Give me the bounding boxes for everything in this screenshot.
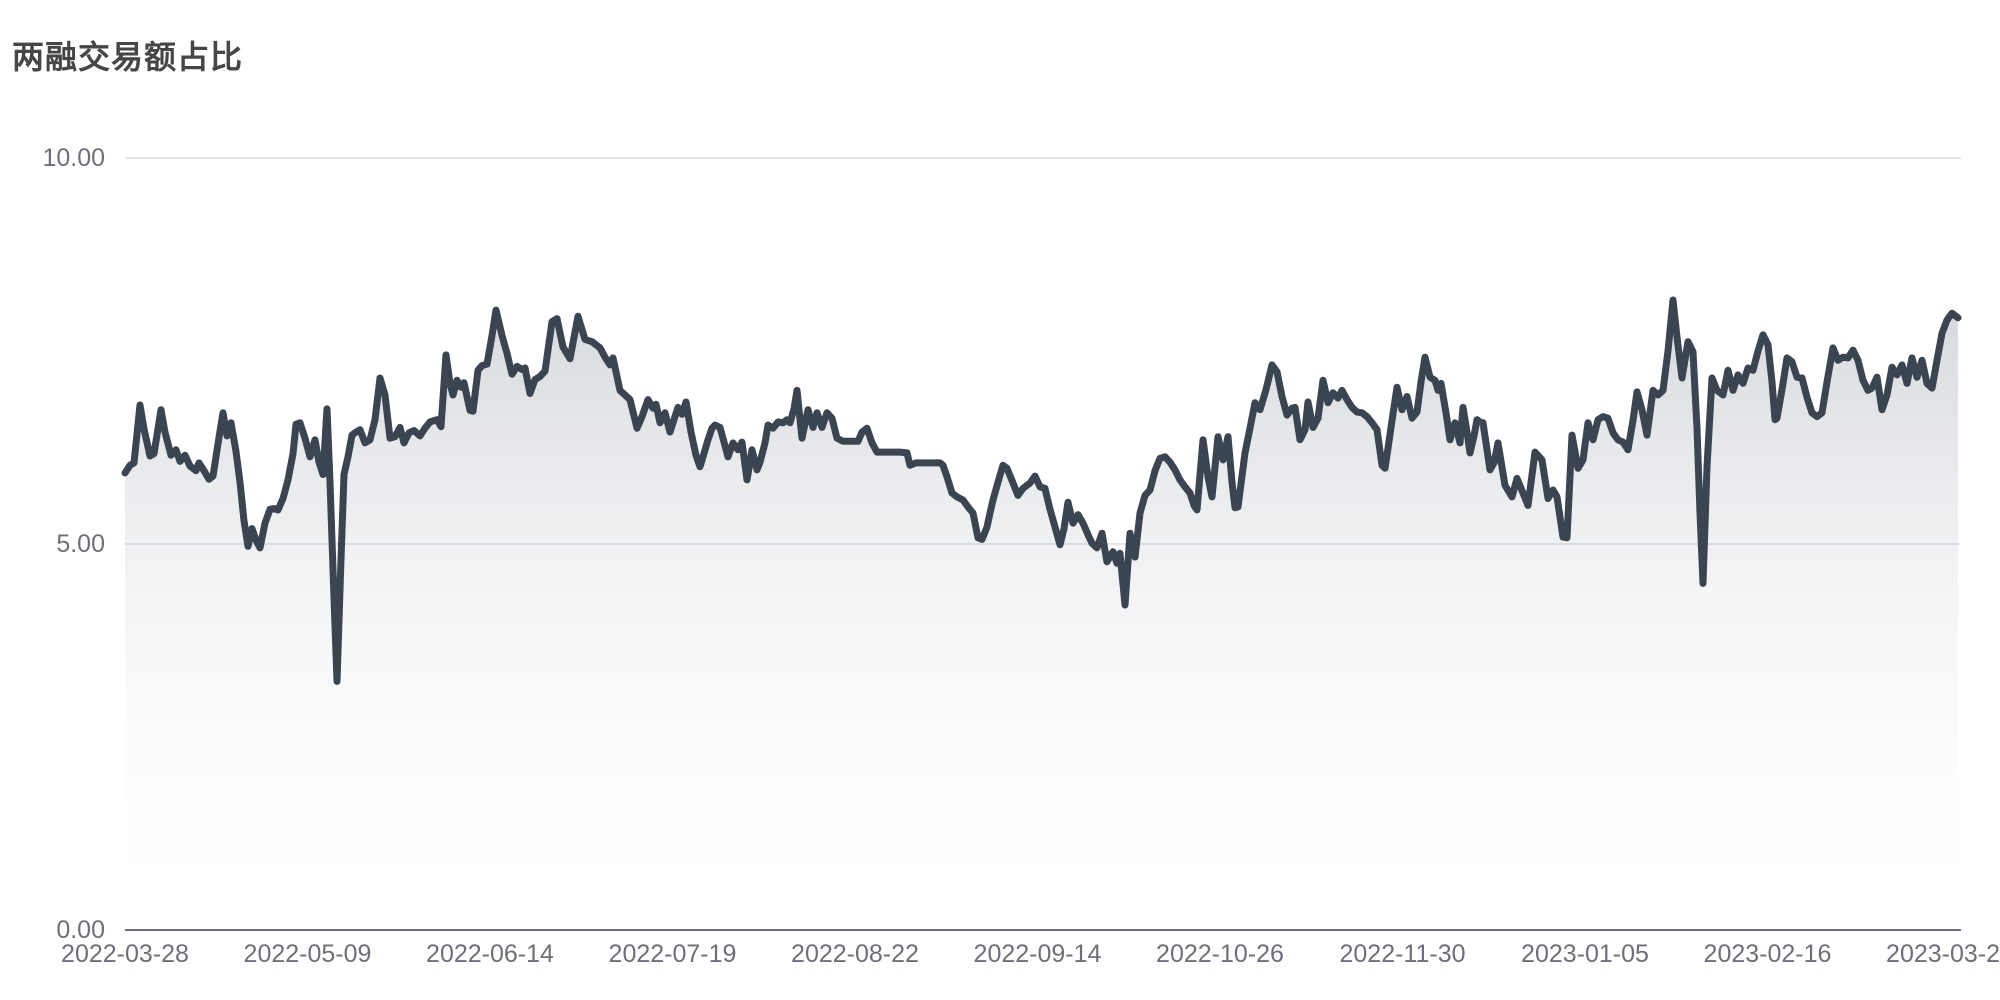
x-axis-labels: 2022-03-28 2022-05-09 2022-06-14 2022-07-19…	[61, 940, 2000, 968]
y-tick-label-0.00: 0.00	[56, 916, 105, 944]
chart-title: 两融交易额占比	[12, 39, 244, 75]
area-fill	[125, 300, 1958, 930]
x-tick-label-2022-03-28: 2022-03-28	[61, 940, 189, 968]
x-tick-label-2022-10-26: 2022-10-26	[1156, 940, 1284, 968]
x-tick-label-2022-08-22: 2022-08-22	[791, 940, 919, 968]
x-tick-label-2022-05-09: 2022-05-09	[244, 940, 372, 968]
series-line	[121, 296, 1962, 685]
y-tick-label-10.00: 10.00	[42, 144, 105, 172]
x-tick-label-2023-01-05: 2023-01-05	[1521, 940, 1649, 968]
x-tick-label-2022-07-19: 2022-07-19	[609, 940, 737, 968]
x-tick-label-2023-03-24: 2023-03-24	[1886, 940, 2000, 968]
x-tick-label-2022-06-14: 2022-06-14	[426, 940, 554, 968]
x-tick-label-2022-11-30: 2022-11-30	[1339, 940, 1465, 968]
y-axis-labels: 0.00 5.00 10.00	[42, 144, 105, 944]
x-tick-label-2022-09-14: 2022-09-14	[974, 940, 1102, 968]
x-tick-label-2023-02-16: 2023-02-16	[1704, 940, 1832, 968]
y-tick-label-5.00: 5.00	[56, 530, 105, 558]
